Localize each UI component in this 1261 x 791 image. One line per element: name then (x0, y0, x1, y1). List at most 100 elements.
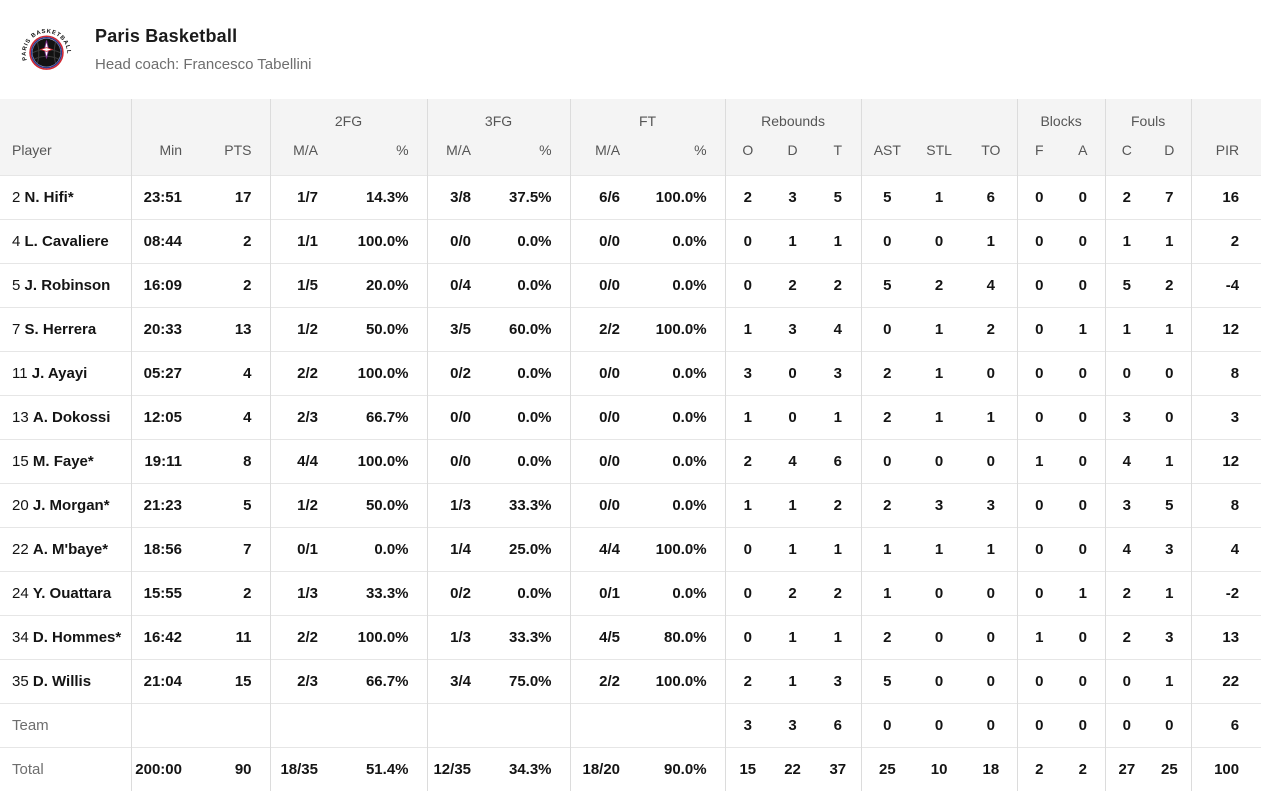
stat-cell: 1 (770, 482, 816, 527)
row-label: Total (0, 746, 131, 791)
stat-cell: 6 (965, 174, 1018, 219)
stat-cell: 1 (1148, 570, 1192, 615)
stat-cell: 0 (1016, 482, 1062, 527)
player-name: 35 D. Willis (0, 658, 131, 703)
column-group-header: 2FG (269, 99, 428, 134)
stat-cell: 15 (200, 658, 270, 703)
stat-cell: 1 (913, 306, 966, 351)
stat-cell: 0 (965, 614, 1018, 659)
stat-cell: 0 (1016, 174, 1062, 219)
stat-cell: 2 (860, 394, 914, 439)
stat-cell: 16:42 (130, 614, 200, 659)
stat-cell: 1/1 (269, 218, 336, 263)
stat-cell: 1 (1148, 218, 1192, 263)
stat-cell (426, 702, 490, 747)
stat-cell: 20.0% (336, 262, 428, 307)
stat-cell: 4 (815, 306, 862, 351)
stat-cell: 0.0% (489, 262, 571, 307)
stat-cell: 0.0% (638, 262, 726, 307)
stat-cell: 0 (1061, 394, 1106, 439)
stat-cell: 0/0 (569, 438, 639, 483)
stat-cell: 0 (1061, 350, 1106, 395)
stat-cell: 3 (724, 350, 771, 395)
stat-cell: 0 (860, 438, 914, 483)
stat-cell: 05:27 (130, 350, 200, 395)
stat-cell: 4/5 (569, 614, 639, 659)
stat-cell: 0 (1061, 218, 1106, 263)
player-name: 4 L. Cavaliere (0, 218, 131, 263)
player-number: 2 (12, 188, 25, 206)
stat-cell: 5 (200, 482, 270, 527)
player-name: 11 J. Ayayi (0, 350, 131, 395)
stat-cell: 0/0 (569, 394, 639, 439)
stat-cell: 19:11 (130, 438, 200, 483)
stat-cell: 50.0% (336, 306, 428, 351)
stat-cell: 100.0% (638, 526, 726, 571)
stat-cell: 0 (1061, 702, 1106, 747)
stat-cell: 0 (1016, 658, 1062, 703)
stat-cell: 2 (200, 262, 270, 307)
stat-cell: 3 (965, 482, 1018, 527)
stat-cell: 0 (965, 438, 1018, 483)
stat-cell: 80.0% (638, 614, 726, 659)
stat-cell: 12 (1190, 438, 1261, 483)
stat-cell: 2 (770, 570, 816, 615)
stat-cell: 14.3% (336, 174, 428, 219)
stat-cell: 0/0 (426, 438, 490, 483)
stat-cell: 0 (1061, 482, 1106, 527)
stat-cell: 33.3% (336, 570, 428, 615)
stat-cell: 0 (1016, 570, 1062, 615)
stat-cell: 2 (815, 570, 862, 615)
stat-cell: 1 (913, 526, 966, 571)
stat-cell: 3 (1104, 482, 1149, 527)
player-row: 35 D. Willis 21:04 15 2/3 66.7% 3/4 75.0% 2/2 10… (0, 658, 1261, 703)
column-header: STL (913, 134, 966, 175)
player-row: 34 D. Hommes* 16:42 11 2/2 100.0% 1/3 33.3% 4/5… (0, 614, 1261, 659)
stat-cell: 100 (1190, 746, 1261, 791)
stat-cell: 0 (1061, 526, 1106, 571)
stat-cell: 100.0% (638, 174, 726, 219)
stat-cell: 15:55 (130, 570, 200, 615)
player-number: 15 (12, 452, 33, 470)
stat-cell: 22 (1190, 658, 1261, 703)
stat-cell: 2/2 (269, 614, 336, 659)
player-name: 2 N. Hifi* (0, 174, 131, 219)
stat-cell: 1 (1148, 658, 1192, 703)
box-score-table: 2FG 3FG FT Rebounds Blocks Fouls Player Min PTS M… (0, 99, 1261, 791)
stat-cell: 8 (1190, 350, 1261, 395)
stat-cell: 2 (860, 614, 914, 659)
stat-cell: 75.0% (489, 658, 571, 703)
stat-cell: 0.0% (336, 526, 428, 571)
stat-cell: 0/0 (569, 262, 639, 307)
stat-cell: 0/2 (426, 570, 490, 615)
column-group-header: Blocks (1016, 99, 1106, 134)
stat-cell: 0 (1016, 394, 1062, 439)
stat-cell: 0 (1104, 702, 1149, 747)
stat-cell: 100.0% (336, 350, 428, 395)
stat-cell: 2 (724, 658, 771, 703)
stat-cell: 1 (724, 482, 771, 527)
stat-cell: 51.4% (336, 746, 428, 791)
stat-cell: 2 (965, 306, 1018, 351)
stat-cell: 34.3% (489, 746, 571, 791)
stat-cell: 1 (965, 394, 1018, 439)
stat-cell: 3 (770, 174, 816, 219)
stat-cell: 5 (860, 262, 914, 307)
stat-cell (200, 702, 270, 747)
column-header: AST (860, 134, 914, 175)
stat-cell: 1 (1016, 438, 1062, 483)
total-row: Total 200:00 90 18/35 51.4% 12/35 34.3% 18/20 90… (0, 746, 1261, 791)
stat-cell: 08:44 (130, 218, 200, 263)
stat-cell: 3/4 (426, 658, 490, 703)
stat-cell: 90.0% (638, 746, 726, 791)
stat-cell: 18:56 (130, 526, 200, 571)
stat-cell: 0.0% (638, 218, 726, 263)
stat-cell: 66.7% (336, 658, 428, 703)
stat-cell: 100.0% (336, 218, 428, 263)
player-row: 24 Y. Ouattara 15:55 2 1/3 33.3% 0/2 0.0% 0/1 0.… (0, 570, 1261, 615)
player-number: 24 (12, 584, 33, 602)
stat-cell: 12 (1190, 306, 1261, 351)
stat-cell: 1/3 (426, 614, 490, 659)
stat-cell: 6 (815, 702, 862, 747)
stat-cell: 1 (1104, 218, 1149, 263)
